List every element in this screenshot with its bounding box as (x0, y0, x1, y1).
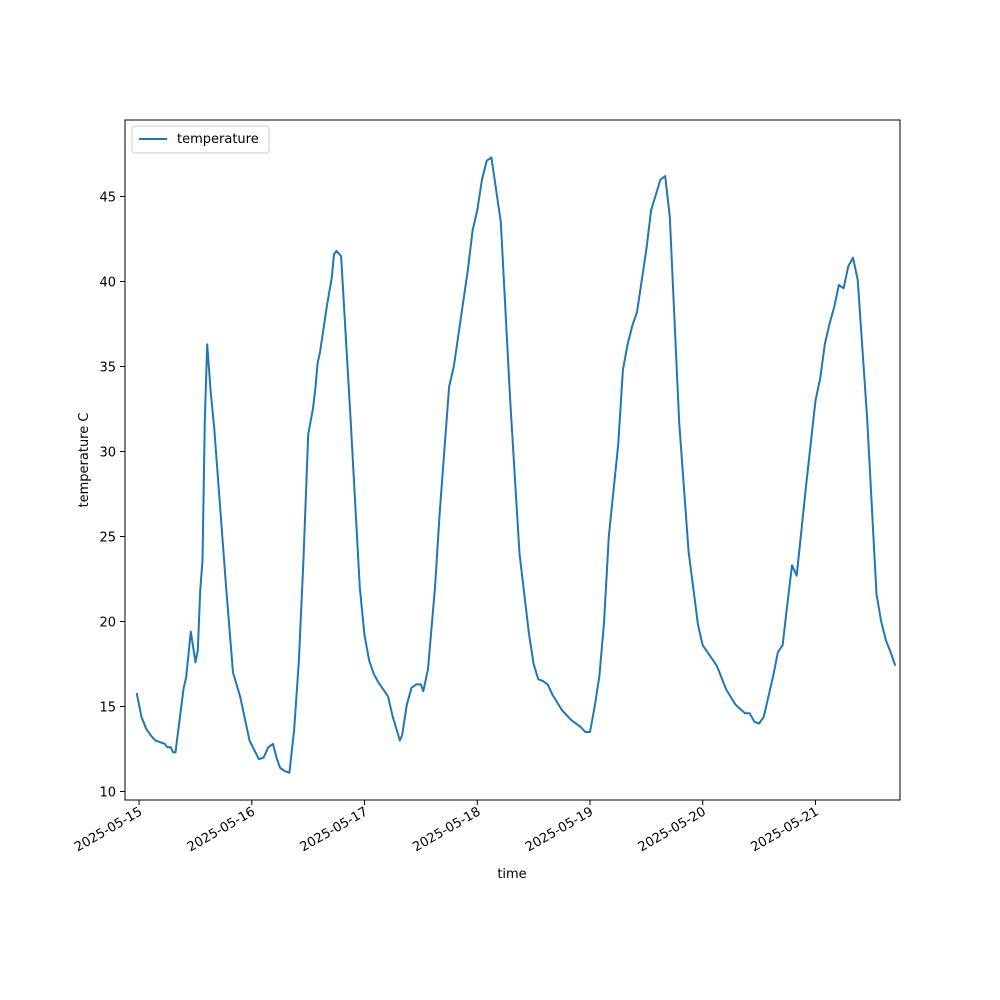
y-tick-label: 20 (99, 616, 116, 631)
y-tick-label: 15 (99, 701, 116, 716)
x-axis-label: time (497, 867, 526, 882)
y-tick-label: 40 (99, 276, 116, 291)
plot-frame (124, 119, 901, 801)
legend-label: temperature (177, 132, 259, 147)
series-line-temperature (135, 156, 897, 774)
y-tick-label: 25 (99, 531, 116, 546)
y-axis-label: temperature C (77, 413, 92, 508)
legend-box (131, 125, 270, 154)
y-tick-label: 30 (99, 446, 116, 461)
y-tick-label: 35 (99, 361, 116, 376)
series-layer (135, 156, 897, 774)
y-tick-label: 45 (99, 191, 116, 206)
y-axis-ticks: 10 15 20 25 30 35 40 45 (99, 191, 125, 801)
y-tick-label: 10 (99, 786, 116, 801)
legend: temperature (131, 125, 270, 154)
